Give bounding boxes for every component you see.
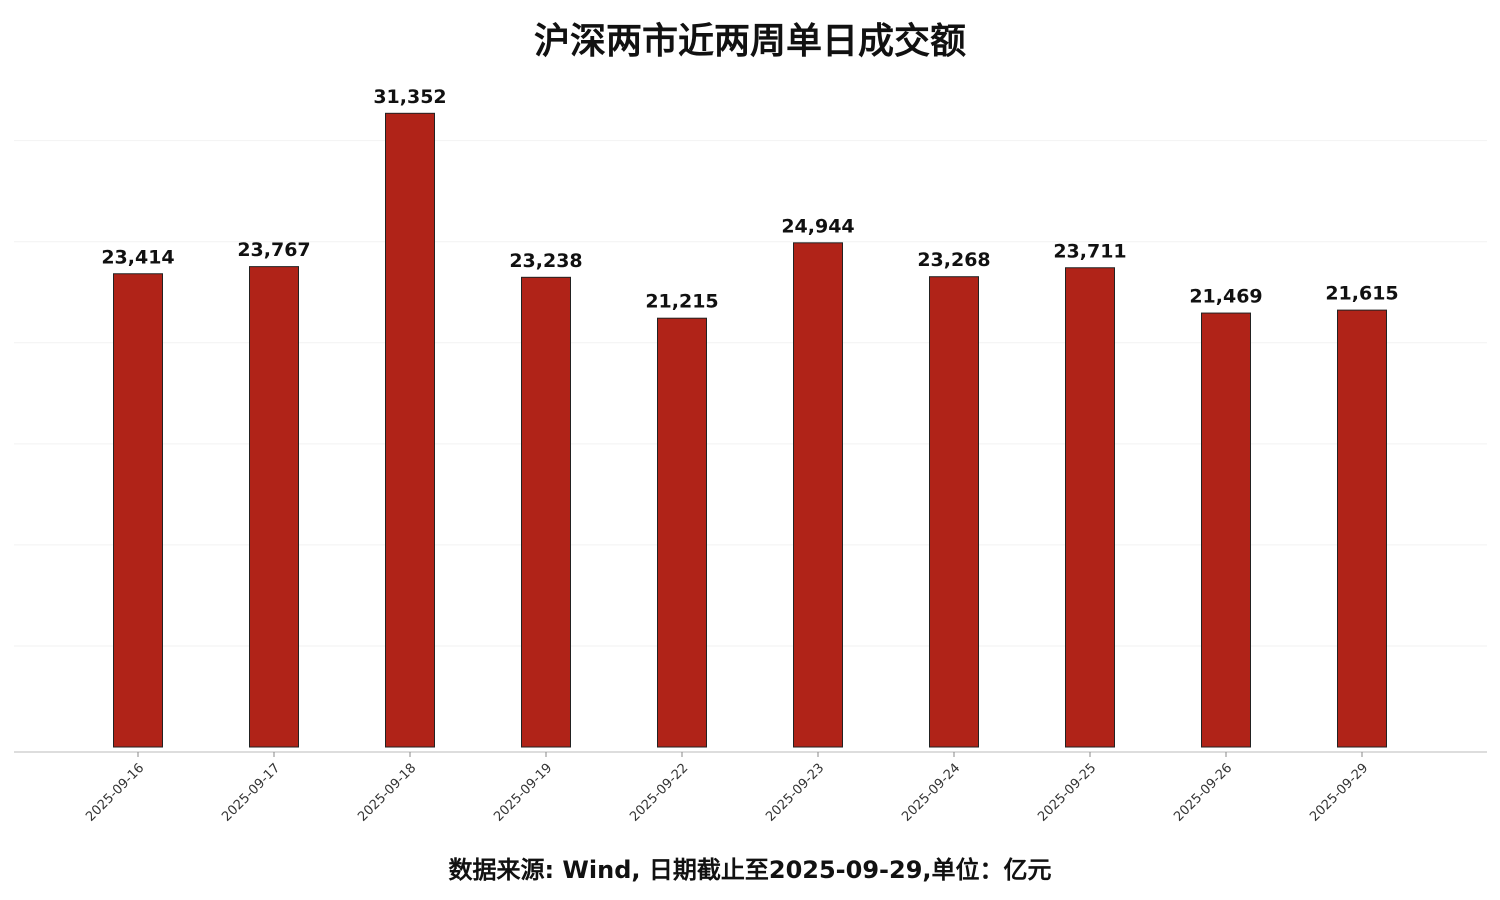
bar [793,242,843,748]
value-label: 21,615 [1325,283,1398,305]
x-tick-label: 2025-09-24 [899,761,963,825]
x-tick-label: 2025-09-22 [627,761,691,825]
bar [1201,312,1251,748]
x-tick-label: 2025-09-17 [219,761,283,825]
value-label: 23,414 [101,246,174,268]
bar [385,112,435,748]
x-tick-label: 2025-09-25 [1035,761,1099,825]
value-label: 23,268 [917,249,990,271]
x-tick-label: 2025-09-19 [491,761,555,825]
x-tick-label: 2025-09-16 [83,761,147,825]
value-label: 31,352 [373,86,446,108]
chart-title: 沪深两市近两周单日成交额 [534,20,966,62]
value-label: 23,767 [237,239,310,261]
source-note: 数据来源: Wind, 日期截止至2025-09-29,单位：亿元 [448,856,1051,884]
bar [521,276,571,748]
value-label: 23,238 [509,250,582,272]
x-tick-label: 2025-09-23 [763,761,827,825]
x-tick-label: 2025-09-26 [1171,761,1235,825]
bar [1337,309,1387,748]
value-label: 24,944 [781,215,854,237]
x-tick-label: 2025-09-18 [355,761,419,825]
bar [249,266,299,748]
value-label: 21,469 [1189,286,1262,308]
bar [657,317,707,748]
bar [929,276,979,748]
x-tick-label: 2025-09-29 [1307,761,1371,825]
value-label: 21,215 [645,291,718,313]
bar [113,273,163,748]
value-label: 23,711 [1053,240,1126,262]
bar [1065,267,1115,748]
